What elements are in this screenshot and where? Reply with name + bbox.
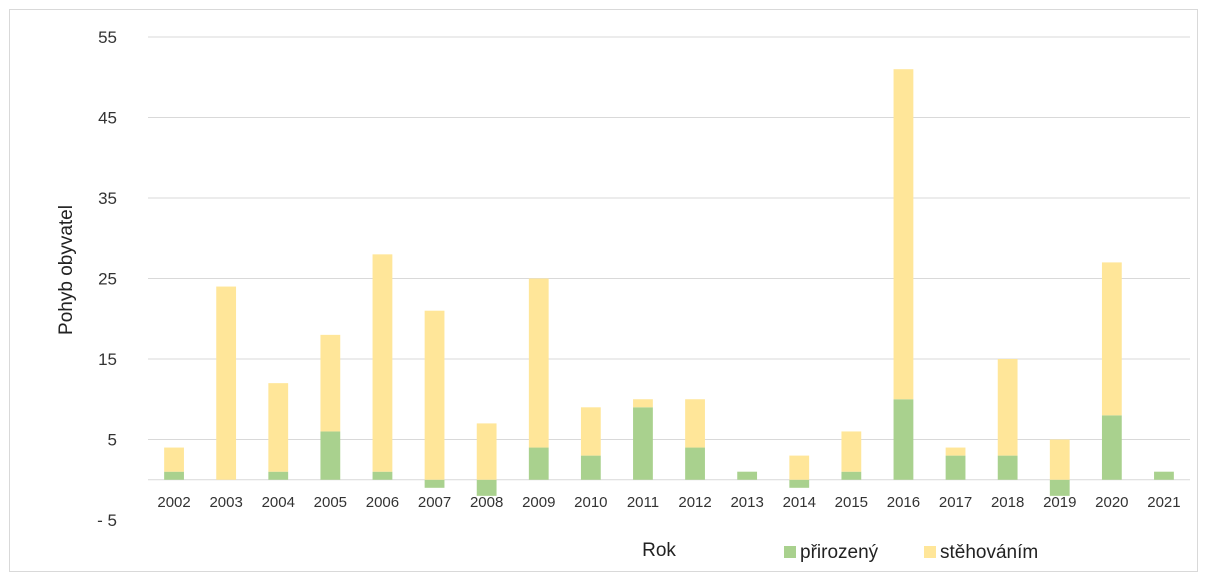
gridlines [148,36,1190,481]
bar-stehovanim-2012 [685,399,705,448]
bar-prirozeny-2007 [424,479,445,488]
bar-stehovanim-2020 [1101,262,1122,416]
legend: přirozený stěhováním [784,542,1038,563]
bar-prirozeny-2006 [372,471,393,480]
bar-stehovanim-2018 [997,359,1018,456]
bar-prirozeny-2013 [737,471,758,480]
y-tick-label: 45 [98,109,117,128]
bar-prirozeny-2019 [1049,479,1070,496]
y-tick-labels: - 5 5 15 25 35 45 55 [97,28,117,530]
bar-stehovanim-2009 [528,278,549,448]
bar-stehovanim-2011 [633,399,653,408]
bar-prirozeny-2011 [633,407,653,480]
x-tick-label: 2012 [678,494,711,511]
x-tick-label: 2016 [887,494,920,511]
y-tick-label: 35 [98,189,117,208]
y-tick-label: 25 [98,270,117,289]
y-tick-label: 55 [98,28,117,47]
bar-prirozeny-2005 [320,431,341,480]
bar-stehovanim-2015 [841,431,862,472]
legend-swatch-stehovanim [924,546,936,558]
bar-stehovanim-2017 [945,447,966,456]
y-tick-label: - 5 [97,511,117,530]
bar-stehovanim-2019 [1049,439,1070,480]
bar-prirozeny-2014 [789,479,810,488]
bar-prirozeny-2020 [1101,415,1122,480]
bar-prirozeny-2017 [945,455,966,480]
bar-stehovanim-2004 [268,383,289,472]
x-tick-label: 2006 [366,494,399,511]
bars [164,69,1174,496]
bar-prirozeny-2021 [1154,471,1174,480]
x-tick-label: 2008 [470,494,503,511]
bar-prirozeny-2015 [841,471,862,480]
x-tick-label: 2004 [262,494,295,511]
x-tick-label: 2007 [418,494,451,511]
x-tick-labels: 2002 2003 2004 2005 2006 2007 2008 2009 2010 2011… [157,494,1180,511]
bar-stehovanim-2007 [424,310,445,480]
x-tick-label: 2002 [157,494,190,511]
bar-stehovanim-2005 [320,334,341,432]
bar-prirozeny-2004 [268,471,289,480]
legend-swatch-prirozeny [784,546,796,558]
y-tick-label: 5 [108,431,117,450]
x-tick-label: 2010 [574,494,607,511]
x-tick-label: 2017 [939,494,972,511]
x-axis-title: Rok [642,540,676,561]
legend-label-stehovanim: stěhováním [940,542,1038,563]
x-tick-label: 2015 [835,494,868,511]
bar-stehovanim-2002 [164,447,184,472]
legend-label-prirozeny: přirozený [800,542,879,563]
bar-prirozeny-2018 [997,455,1018,480]
bar-stehovanim-2006 [372,254,393,472]
bar-prirozeny-2002 [164,471,184,480]
x-tick-label: 2021 [1147,494,1180,511]
x-tick-label: 2014 [783,494,816,511]
bar-stehovanim-2016 [893,69,914,400]
x-tick-label: 2009 [522,494,555,511]
chart-frame [9,9,1198,572]
x-tick-label: 2011 [627,494,659,511]
x-tick-label: 2019 [1043,494,1076,511]
bar-stehovanim-2014 [789,455,810,480]
x-tick-label: 2003 [209,494,242,511]
x-tick-label: 2020 [1095,494,1128,511]
bar-prirozeny-2009 [528,447,549,480]
bar-stehovanim-2003 [216,286,237,480]
bar-stehovanim-2008 [476,423,497,480]
y-tick-label: 15 [98,350,117,369]
x-tick-label: 2005 [314,494,347,511]
y-axis-title: Pohyb obyvatel [56,205,77,335]
x-tick-label: 2013 [730,494,763,511]
bar-prirozeny-2010 [580,455,601,480]
bar-prirozeny-2016 [893,399,914,480]
bar-prirozeny-2012 [685,447,705,480]
x-tick-label: 2018 [991,494,1024,511]
bar-prirozeny-2008 [476,479,497,496]
bar-stehovanim-2010 [580,407,601,456]
